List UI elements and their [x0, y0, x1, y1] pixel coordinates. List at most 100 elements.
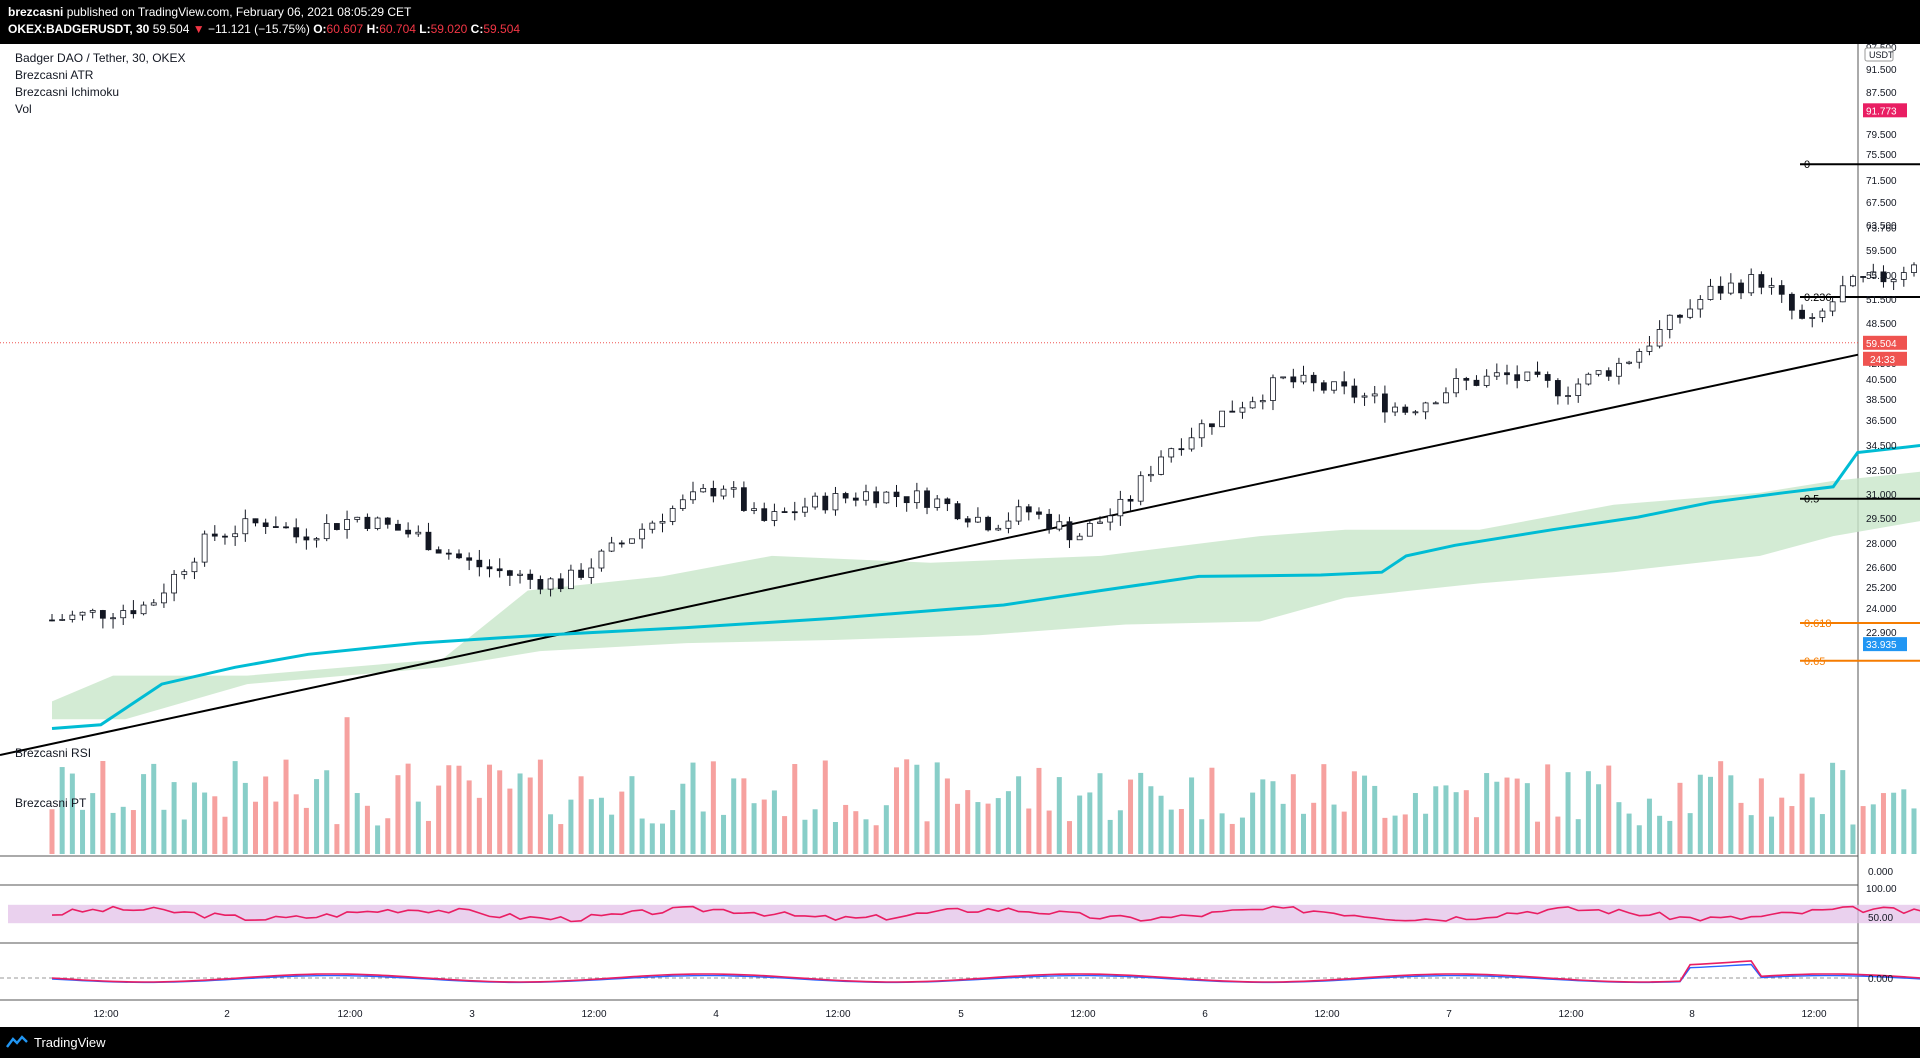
candle-body[interactable]	[1717, 285, 1724, 294]
candle-body[interactable]	[1605, 370, 1612, 377]
candle-body[interactable]	[608, 542, 615, 552]
candle-body[interactable]	[1554, 380, 1561, 397]
candle-body[interactable]	[303, 536, 310, 541]
candle-body[interactable]	[1229, 410, 1236, 413]
pt-pane-label[interactable]: Brezcasni PT	[15, 796, 87, 810]
candle-body[interactable]	[232, 533, 239, 538]
candle-body[interactable]	[1504, 372, 1510, 376]
candle-body[interactable]	[1860, 276, 1867, 278]
candle-body[interactable]	[1371, 393, 1378, 397]
candle-body[interactable]	[1656, 329, 1663, 347]
chart-area[interactable]: 00.2360.50.6180.6597.50091.50087.50083.5…	[0, 44, 1920, 1027]
candle-body[interactable]	[771, 511, 778, 521]
candle-body[interactable]	[985, 516, 991, 531]
candle-body[interactable]	[618, 542, 625, 545]
candle-body[interactable]	[1381, 393, 1388, 413]
candle-body[interactable]	[1219, 410, 1226, 428]
candle-body[interactable]	[1066, 521, 1073, 541]
candle-body[interactable]	[120, 610, 127, 619]
candle-body[interactable]	[323, 523, 330, 540]
candle-body[interactable]	[1107, 515, 1114, 523]
candle-body[interactable]	[1432, 402, 1439, 405]
candle-body[interactable]	[425, 531, 432, 551]
candle-body[interactable]	[1280, 376, 1287, 379]
candle-body[interactable]	[384, 517, 391, 525]
candle-body[interactable]	[1178, 448, 1185, 451]
candle-body[interactable]	[1727, 282, 1734, 294]
candle-body[interactable]	[1575, 383, 1582, 396]
candle-body[interactable]	[171, 573, 177, 594]
candle-body[interactable]	[191, 561, 198, 573]
candle-body[interactable]	[954, 503, 961, 520]
legend-volume[interactable]: Vol	[15, 102, 32, 116]
footer-brand[interactable]: TradingView	[34, 1035, 106, 1050]
candle-body[interactable]	[1025, 506, 1032, 513]
candle-body[interactable]	[313, 538, 320, 541]
candle-body[interactable]	[1544, 374, 1551, 381]
candle-body[interactable]	[1646, 345, 1653, 352]
candle-body[interactable]	[272, 526, 279, 528]
candle-body[interactable]	[1361, 395, 1368, 398]
candle-body[interactable]	[1758, 274, 1765, 288]
candle-body[interactable]	[1402, 406, 1409, 413]
candle-body[interactable]	[1412, 411, 1419, 414]
candle-body[interactable]	[1259, 400, 1266, 403]
candle-body[interactable]	[1117, 498, 1124, 517]
candle-body[interactable]	[883, 491, 890, 504]
candle-body[interactable]	[374, 517, 381, 529]
candle-body[interactable]	[211, 533, 218, 537]
candle-body[interactable]	[700, 487, 707, 493]
candle-body[interactable]	[975, 516, 981, 523]
candle-body[interactable]	[822, 495, 829, 511]
candle-body[interactable]	[629, 538, 635, 544]
candle-body[interactable]	[181, 571, 188, 575]
candle-body[interactable]	[1249, 401, 1256, 409]
candle-body[interactable]	[466, 557, 473, 561]
candle-body[interactable]	[1565, 395, 1571, 397]
candle-body[interactable]	[1595, 370, 1602, 375]
candle-body[interactable]	[852, 497, 859, 501]
candle-body[interactable]	[99, 610, 106, 619]
candle-body[interactable]	[1768, 285, 1775, 288]
candle-body[interactable]	[964, 518, 971, 523]
candle-body[interactable]	[537, 579, 544, 590]
candle-body[interactable]	[59, 619, 66, 621]
candle-body[interactable]	[1351, 385, 1358, 398]
candle-body[interactable]	[1493, 372, 1500, 377]
candle-body[interactable]	[161, 592, 167, 604]
candle-body[interactable]	[49, 619, 55, 622]
legend-ichimoku[interactable]: Brezcasni Ichimoku	[15, 85, 120, 99]
candle-body[interactable]	[1239, 407, 1246, 413]
candle-body[interactable]	[252, 518, 259, 524]
candle-body[interactable]	[1839, 285, 1846, 303]
tradingview-logo-icon[interactable]	[6, 1035, 28, 1049]
candle-body[interactable]	[150, 602, 157, 606]
candle-body[interactable]	[578, 569, 584, 578]
candle-body[interactable]	[1687, 308, 1694, 318]
candle-body[interactable]	[1392, 406, 1398, 413]
candle-body[interactable]	[1300, 374, 1307, 383]
candle-body[interactable]	[140, 604, 147, 615]
candle-body[interactable]	[598, 550, 605, 569]
currency-badge[interactable]	[1864, 47, 1894, 62]
candle-body[interactable]	[690, 491, 696, 501]
candle-body[interactable]	[649, 522, 656, 530]
candle-body[interactable]	[456, 553, 462, 559]
candle-body[interactable]	[1341, 381, 1348, 387]
candle-body[interactable]	[934, 498, 941, 508]
candle-body[interactable]	[1738, 282, 1744, 294]
candle-body[interactable]	[863, 491, 869, 501]
candle-body[interactable]	[333, 523, 340, 530]
candle-body[interactable]	[1453, 378, 1460, 394]
candle-body[interactable]	[130, 610, 137, 615]
candle-body[interactable]	[781, 511, 788, 513]
candle-body[interactable]	[1168, 448, 1175, 458]
candle-body[interactable]	[710, 487, 717, 497]
candle-body[interactable]	[720, 488, 727, 497]
candle-body[interactable]	[1799, 309, 1805, 319]
candle-body[interactable]	[802, 506, 808, 513]
trendline[interactable]	[0, 353, 1859, 756]
author-name[interactable]: brezcasni	[8, 5, 64, 19]
candle-body[interactable]	[1147, 473, 1154, 477]
candle-body[interactable]	[791, 511, 798, 514]
